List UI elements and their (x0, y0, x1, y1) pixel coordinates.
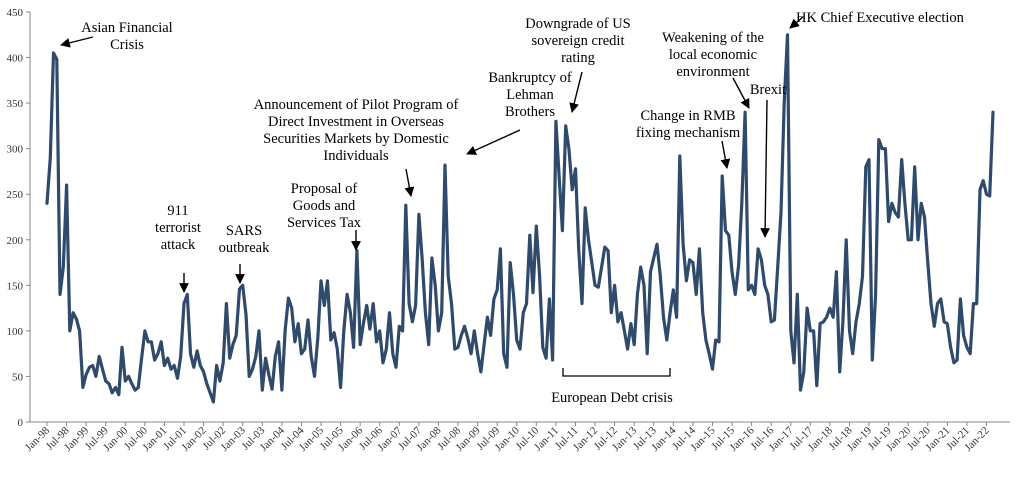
annotation-line: Change in RMB (640, 108, 735, 124)
annotation-arrow-us-downgrade (569, 71, 583, 113)
annotation-us-downgrade: Downgrade of US sovereign credit rating (525, 16, 631, 113)
y-tick-label: 400 (7, 53, 24, 65)
annotation-line: outbreak (219, 240, 270, 256)
annotation-line: Downgrade of US (525, 16, 631, 32)
annotation-line: Individuals (323, 148, 389, 164)
annotation-text-hk-election: HK Chief Executive election (796, 10, 965, 26)
y-tick-label: 50 (12, 371, 24, 383)
annotation-line: environment (676, 64, 749, 80)
annotation-brexit: Brexit (750, 82, 786, 238)
annotation-line: Goods and (293, 198, 356, 214)
series-line (45, 33, 995, 404)
y-tick-label: 200 (7, 235, 24, 247)
annotation-text-rmb: Change in RMB fixing mechanism (636, 108, 741, 141)
annotation-gst: Proposal of Goods and Services Tax (287, 181, 362, 251)
annotation-line: Asian Financial (81, 20, 172, 36)
annotation-arrow-lehman (466, 129, 521, 155)
annotation-arrow-asian-crisis (60, 36, 94, 48)
annotation-text-gst: Proposal of Goods and Services Tax (287, 181, 362, 231)
y-tick-label: 250 (7, 189, 24, 201)
annotation-line: terrorist (155, 220, 201, 236)
annotation-rmb: Change in RMB fixing mechanism (636, 108, 741, 169)
annotation-arrow-hk-election (789, 16, 804, 29)
annotation-line: Lehman (506, 87, 554, 103)
annotation-line: Proposal of (291, 181, 358, 197)
annotation-line: Brothers (505, 104, 555, 120)
annotations: Asian Financial Crisis 911 terrorist attack S… (60, 10, 965, 406)
annotation-line: European Debt crisis (551, 390, 673, 406)
annotation-economic: Weakening of the local economic environmen… (662, 30, 764, 109)
annotation-text-pilot: Announcement of Pilot Program of Direct I… (254, 97, 459, 164)
annotation-text-european-debt: European Debt crisis (551, 390, 673, 406)
annotation-line: Securities Markets by Domestic (263, 131, 449, 147)
annotation-arrow-pilot (404, 168, 415, 197)
annotation-hk-election: HK Chief Executive election (789, 10, 965, 29)
annotation-line: Announcement of Pilot Program of (254, 97, 459, 113)
annotation-line: Services Tax (287, 215, 362, 231)
annotation-line: Bankruptcy of (488, 70, 572, 86)
annotation-line: Weakening of the (662, 30, 764, 46)
annotation-line: sovereign credit (531, 33, 624, 49)
annotation-text-economic: Weakening of the local economic environmen… (662, 30, 764, 80)
y-tick-label: 100 (7, 326, 24, 338)
annotation-sars: SARS outbreak (219, 223, 270, 284)
annotation-line: attack (161, 237, 196, 253)
y-tick-label: 300 (7, 144, 24, 156)
annotation-line: local economic (669, 47, 757, 63)
annotation-line: SARS (226, 223, 262, 239)
annotation-line: Direct Investment in Overseas (268, 114, 444, 130)
annotation-line: rating (561, 50, 595, 66)
y-tick-label: 0 (18, 417, 24, 429)
annotation-european-debt: European Debt crisis (551, 390, 673, 406)
annotation-line: 911 (167, 203, 188, 219)
annotation-arrow-economic (732, 77, 750, 109)
european-debt-bracket (562, 368, 671, 377)
annotation-text-911: 911 terrorist attack (155, 203, 201, 253)
annotation-pilot: Announcement of Pilot Program of Direct I… (254, 97, 459, 197)
annotation-lehman: Bankruptcy of Lehman Brothers (466, 70, 572, 155)
annotation-line: fixing mechanism (636, 125, 741, 141)
annotation-text-lehman: Bankruptcy of Lehman Brothers (488, 70, 572, 120)
annotation-arrow-brexit (760, 99, 771, 238)
annotation-text-sars: SARS outbreak (219, 223, 270, 256)
y-tick-label: 450 (7, 7, 24, 19)
annotation-911: 911 terrorist attack (155, 203, 201, 293)
series-layer (45, 33, 995, 404)
y-tick-label: 150 (7, 280, 24, 292)
annotation-text-asian-crisis: Asian Financial Crisis (81, 20, 172, 53)
annotation-text-us-downgrade: Downgrade of US sovereign credit rating (525, 16, 631, 66)
annotation-asian-crisis: Asian Financial Crisis (60, 20, 173, 53)
annotation-line: HK Chief Executive election (796, 10, 965, 26)
annotation-text-brexit: Brexit (750, 82, 786, 98)
annotation-line: Crisis (110, 37, 144, 53)
annotation-line: Brexit (750, 82, 786, 98)
y-tick-label: 350 (7, 98, 24, 110)
annotation-arrow-rmb (720, 140, 731, 169)
